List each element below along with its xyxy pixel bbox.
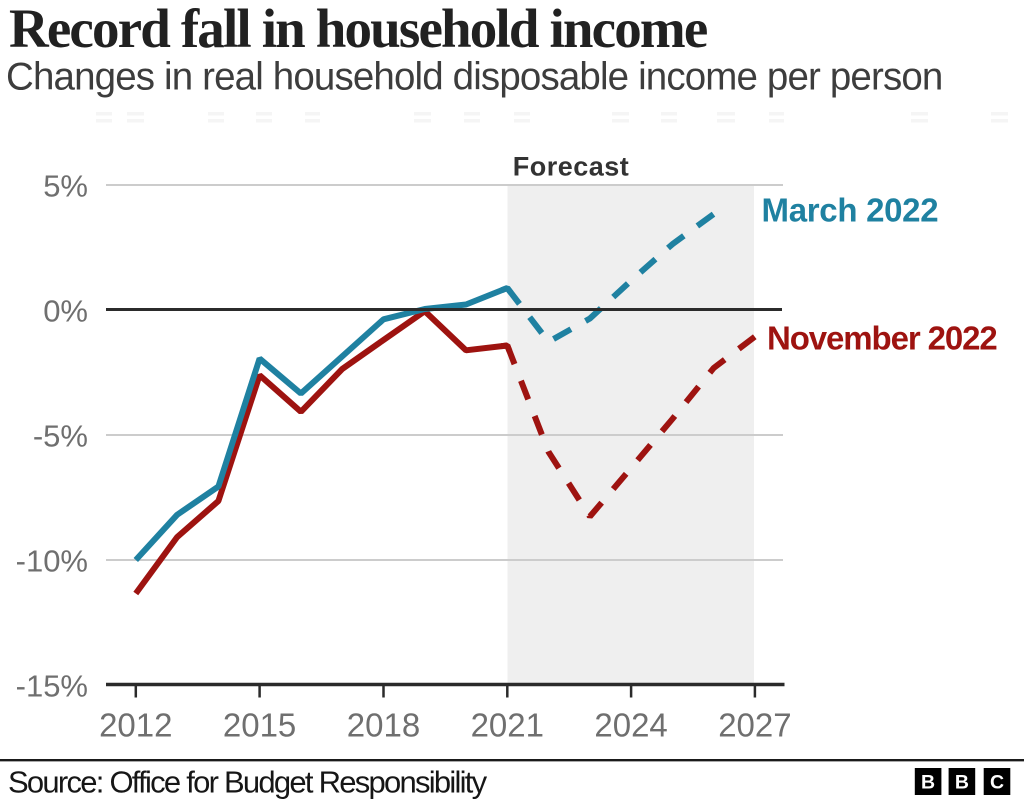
svg-text:2018: 2018: [347, 706, 420, 743]
svg-text:5%: 5%: [43, 169, 88, 204]
svg-text:-5%: -5%: [33, 419, 88, 454]
svg-text:Record fall in household incom: Record fall in household income: [9, 0, 707, 59]
svg-text:B: B: [921, 772, 935, 794]
svg-text:2015: 2015: [223, 706, 296, 743]
svg-text:-10%: -10%: [16, 544, 88, 579]
svg-text:2012: 2012: [99, 706, 172, 743]
svg-text:Changes in real household disp: Changes in real household disposable inc…: [6, 56, 943, 99]
svg-text:C: C: [990, 772, 1004, 794]
svg-text:B: B: [955, 772, 969, 794]
svg-text:2024: 2024: [594, 706, 667, 743]
svg-text:Forecast: Forecast: [513, 151, 630, 181]
svg-text:March 2022: March 2022: [762, 192, 939, 229]
svg-text:2027: 2027: [718, 706, 791, 743]
svg-text:-15%: -15%: [16, 669, 88, 704]
svg-text:November 2022: November 2022: [767, 320, 997, 357]
svg-text:Source: Office for Budget Resp: Source: Office for Budget Responsibility: [8, 765, 488, 800]
svg-text:0%: 0%: [43, 294, 88, 329]
svg-text:2021: 2021: [471, 706, 544, 743]
